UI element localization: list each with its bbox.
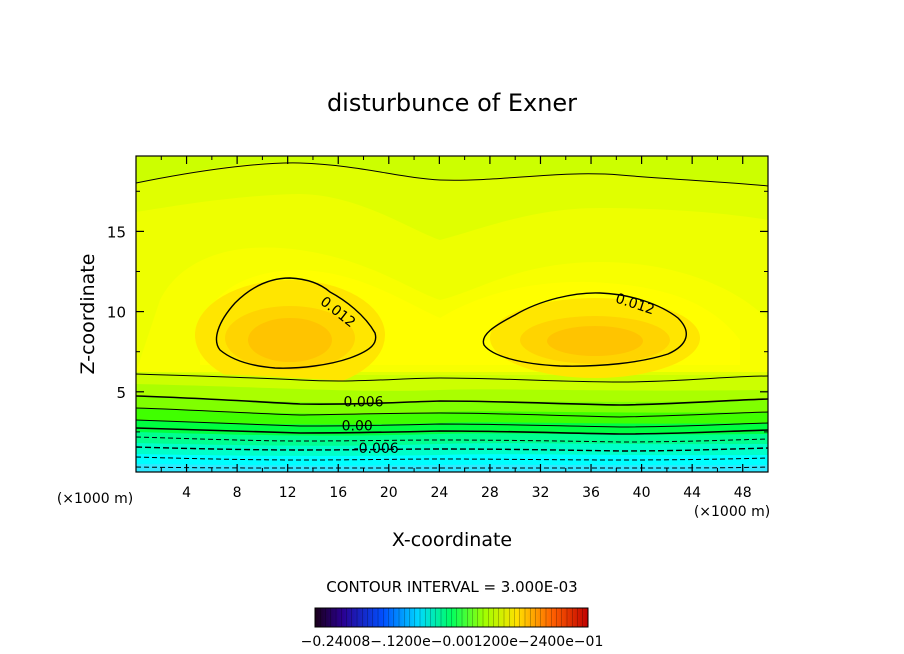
- x-axis-title: X-coordinate: [392, 529, 512, 551]
- x-tick-label: 48: [734, 485, 752, 501]
- x-tick-label: 4: [182, 485, 191, 501]
- contour-label: -0.006: [354, 441, 399, 457]
- y-axis-title: Z-coordinate: [77, 254, 99, 375]
- x-tick-label: 24: [430, 485, 448, 501]
- y-tick-label: 10: [107, 304, 126, 322]
- x-tick-label: 28: [481, 485, 499, 501]
- y-unit-label: (×1000 m): [57, 491, 133, 507]
- contour-label: 0.006: [343, 394, 383, 410]
- colorbar-labels: −0.24008−.1200e−0.001200e−2400e−01: [301, 634, 604, 650]
- y-axis-ticks: 5 10 15: [107, 190, 768, 433]
- chart-title: disturbunce of Exner: [327, 89, 577, 117]
- x-unit-label: (×1000 m): [694, 504, 770, 520]
- y-tick-label: 15: [107, 223, 126, 241]
- x-tick-label: 8: [233, 485, 242, 501]
- x-tick-label: 32: [532, 485, 550, 501]
- contour-interval-text: CONTOUR INTERVAL = 3.000E-03: [326, 578, 577, 596]
- x-tick-label: 44: [683, 485, 701, 501]
- x-tick-label: 16: [329, 485, 347, 501]
- contour-lines: [136, 162, 768, 469]
- x-tick-label: 36: [582, 485, 600, 501]
- y-tick-label: 5: [116, 384, 126, 402]
- contour-label: 0.00: [342, 418, 373, 434]
- plot-frame: [135, 155, 769, 473]
- x-tick-label: 40: [633, 485, 651, 501]
- colorbar: [314, 607, 589, 628]
- x-axis-ticks: 4 8 12 16 20 24 28 32 36 40 44 48: [160, 156, 752, 501]
- x-tick-label: 12: [279, 485, 297, 501]
- x-tick-label: 20: [380, 485, 398, 501]
